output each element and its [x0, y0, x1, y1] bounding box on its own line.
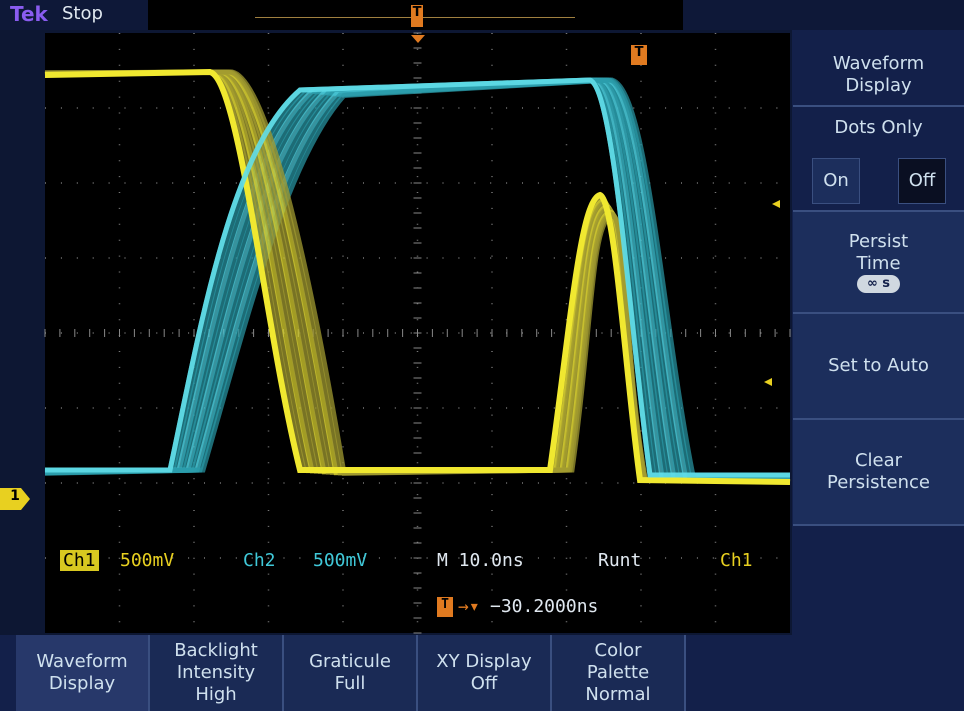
ch2-scale: 500mV	[313, 550, 367, 571]
side-title-text: Waveform Display	[819, 53, 939, 97]
bottom-button-label: XY Display Off	[422, 651, 547, 695]
dots-on-button[interactable]: On	[812, 158, 860, 204]
bottom-button[interactable]: Backlight Intensity High	[150, 635, 284, 711]
clear-persistence-label: Clear Persistence	[804, 450, 954, 494]
run-status: Stop	[62, 3, 103, 24]
ch1-label: Ch1	[60, 550, 99, 571]
ch2-label: Ch2	[243, 550, 276, 571]
trigger-type: Runt	[598, 550, 641, 571]
persist-time-button[interactable]: Persist Time ∞ s	[793, 212, 964, 314]
trigger-position-marker: T	[411, 5, 423, 27]
trigger-arrow-glyph: →▾	[458, 596, 480, 617]
trigger-source: Ch1	[720, 550, 753, 571]
persist-time-value: ∞ s	[857, 275, 900, 293]
set-to-auto-button[interactable]: Set to Auto	[793, 314, 964, 420]
bottom-button-label: Backlight Intensity High	[161, 640, 271, 706]
bottom-button[interactable]: Graticule Full	[284, 635, 418, 711]
dots-off-button[interactable]: Off	[898, 158, 946, 204]
bottom-button-label: Graticule Full	[295, 651, 405, 695]
trigger-marker: T	[631, 45, 647, 65]
bottom-button[interactable]: Waveform Display	[16, 635, 150, 711]
bottom-button-label: Color Palette Normal	[568, 640, 668, 706]
bottom-button-label: Waveform Display	[27, 651, 137, 695]
bottom-button[interactable]: Color Palette Normal	[552, 635, 686, 711]
timebase: M 10.0ns	[437, 550, 524, 571]
set-to-auto-label: Set to Auto	[828, 355, 929, 377]
brand: Tek	[10, 2, 48, 26]
persist-time-label: Persist Time	[834, 231, 924, 275]
side-menu-title: Waveform Display	[793, 45, 964, 107]
graticule	[0, 30, 792, 635]
bottom-button[interactable]: XY Display Off	[418, 635, 552, 711]
clear-persistence-button[interactable]: Clear Persistence	[793, 420, 964, 526]
dots-only-label: Dots Only	[834, 117, 922, 139]
trigger-offset-marker: T	[437, 597, 453, 617]
scope-screen: Tek Stop T T 1 Ch1 500mV Ch2 500mV M 10.…	[0, 0, 964, 711]
ch1-scale: 500mV	[120, 550, 174, 571]
trigger-offset: −30.2000ns	[490, 596, 598, 617]
